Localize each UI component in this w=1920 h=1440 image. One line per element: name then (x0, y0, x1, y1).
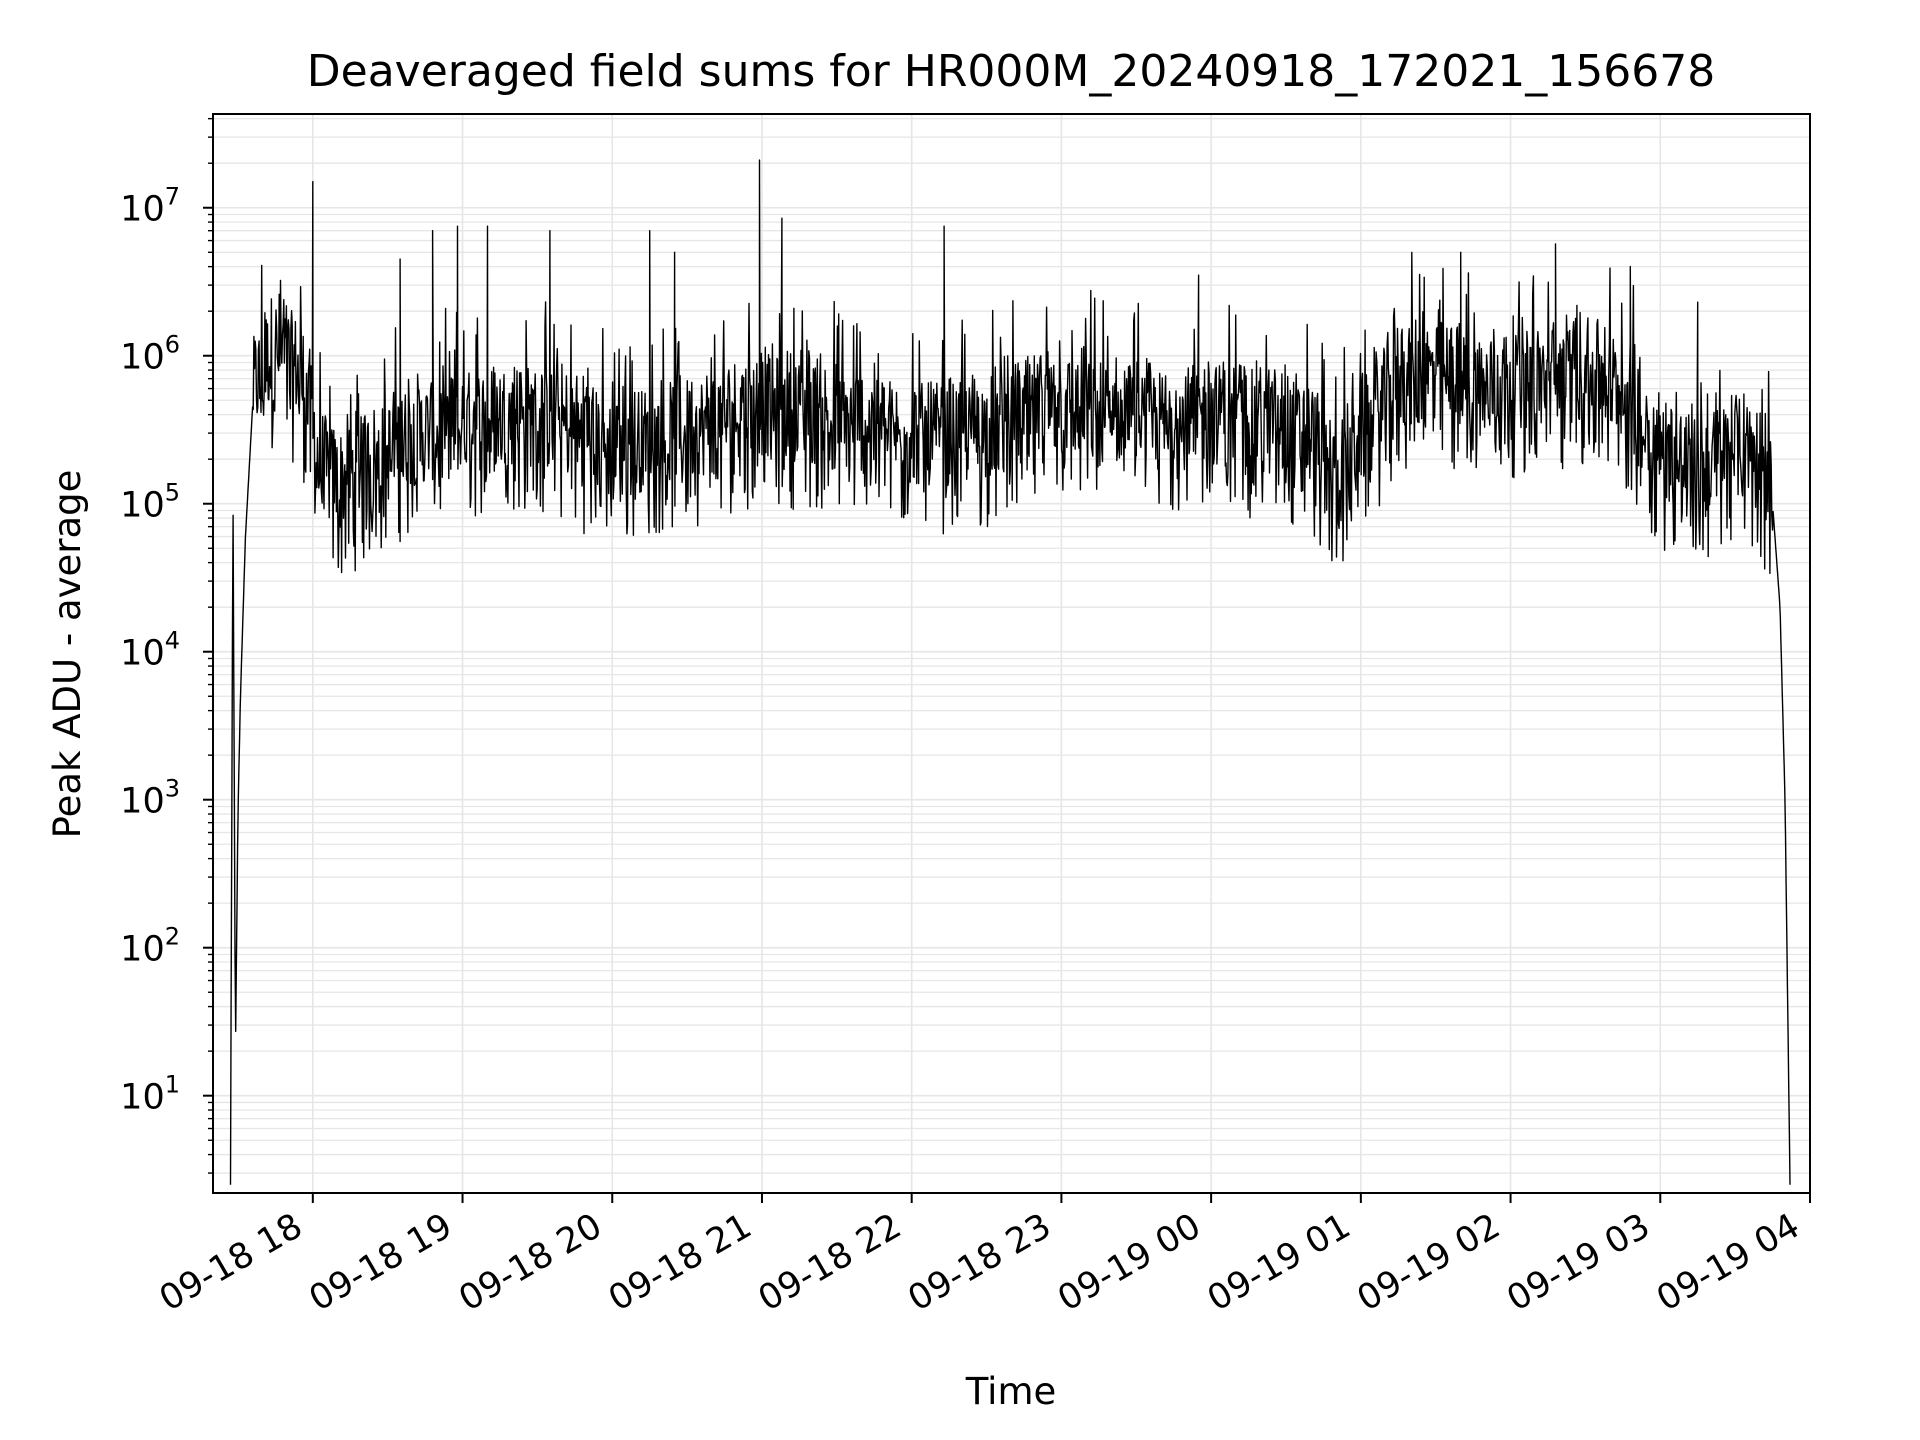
y-axis-label: Peak ADU - average (46, 470, 89, 839)
y-tick-label-exponent: 2 (165, 923, 180, 951)
y-tick-label: 104 (120, 627, 180, 674)
y-tick-label-base: 10 (120, 190, 165, 230)
y-tick-label-base: 10 (120, 1078, 165, 1118)
chart-title: Deaveraged field sums for HR000M_2024091… (307, 46, 1715, 97)
y-tick-label-base: 10 (120, 486, 165, 526)
y-tick-label: 106 (120, 331, 180, 378)
y-tick-label: 101 (120, 1071, 180, 1118)
y-tick-label-exponent: 7 (165, 183, 180, 211)
y-tick-label: 107 (120, 183, 180, 230)
y-tick-label-base: 10 (120, 634, 165, 674)
y-tick-label-exponent: 5 (165, 479, 180, 507)
y-tick-label: 102 (120, 923, 180, 970)
x-axis-label: Time (965, 1370, 1057, 1413)
y-tick-label-exponent: 3 (165, 775, 180, 803)
y-tick-label-base: 10 (120, 782, 165, 822)
y-tick-label-base: 10 (120, 338, 165, 378)
y-tick-label: 103 (120, 775, 180, 822)
y-tick-label-exponent: 6 (165, 331, 180, 359)
y-tick-label-base: 10 (120, 930, 165, 970)
data-series-line (229, 159, 1791, 1185)
plot-frame (212, 113, 1811, 1194)
y-tick-label: 105 (120, 479, 180, 526)
grid (213, 114, 1811, 1193)
y-tick-label-exponent: 1 (165, 1071, 180, 1099)
y-tick-label-exponent: 4 (165, 627, 180, 655)
